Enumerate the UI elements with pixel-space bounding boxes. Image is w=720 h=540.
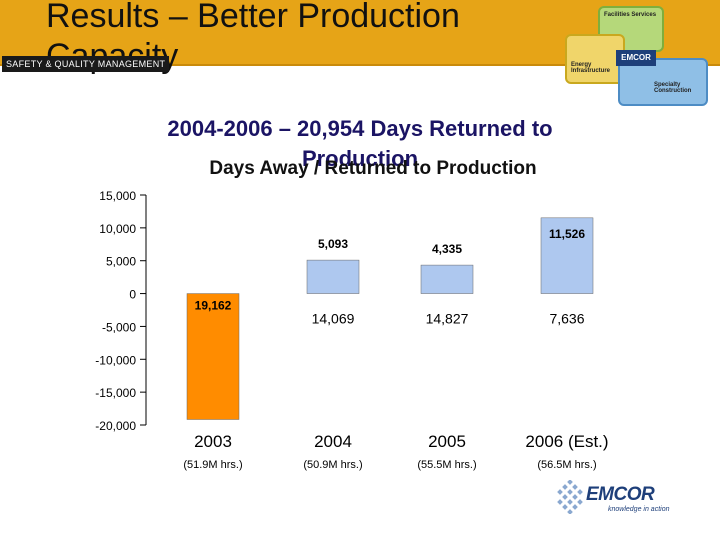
logo-specialty-box: Specialty Construction (618, 58, 708, 106)
x-category-sublabel: (51.9M hrs.) (183, 459, 242, 471)
header-divider (0, 64, 720, 66)
y-tick-label: -20,000 (95, 419, 136, 433)
x-category-sublabel: (56.5M hrs.) (537, 459, 596, 471)
y-tick-label: 10,000 (99, 222, 136, 236)
bar-2004 (306, 259, 360, 294)
bar-2006Est (540, 217, 594, 294)
days-away-label: 7,636 (549, 311, 584, 327)
x-category-label: 2004 (314, 432, 352, 451)
bar-value-label: 4,335 (432, 242, 462, 256)
y-tick-label: 15,000 (99, 189, 136, 203)
emcor-mark-icon (557, 480, 583, 514)
x-category-label: 2006 (Est.) (525, 432, 608, 451)
y-tick-label: -10,000 (95, 353, 136, 367)
logo-energy-box: Energy Infrastructure (565, 34, 625, 84)
slide-subtitle-line2: Production (301, 146, 419, 171)
brand-tagline: knowledge in action (608, 506, 670, 513)
y-tick-label: 5,000 (106, 255, 136, 269)
x-category-label: 2005 (428, 432, 466, 451)
slide-title: Results – Better Production (46, 0, 460, 35)
bar-2003 (186, 293, 240, 420)
slide-subtitle: 2004-2006 – 20,954 Days Returned to (167, 116, 553, 141)
bar-value-label: 5,093 (318, 237, 348, 251)
y-tick-label: -5,000 (102, 320, 136, 334)
days-away-label: 14,069 (312, 311, 355, 327)
bar-2005 (420, 264, 474, 294)
brand-logo: EMCOR knowledge in action (556, 478, 696, 518)
bar-chart: 15,000 10,000 5,000 0 -5,000 -10,000 -15,000 -2… (95, 189, 608, 471)
days-away-label: 14,827 (426, 311, 469, 327)
x-category-sublabel: (50.9M hrs.) (303, 459, 362, 471)
logo-emcor-label: EMCOR (616, 50, 656, 66)
x-category-label: 2003 (194, 432, 232, 451)
x-category-sublabel: (55.5M hrs.) (417, 459, 476, 471)
y-tick-label: -15,000 (95, 386, 136, 400)
section-tag: SAFETY & QUALITY MANAGEMENT (2, 56, 170, 72)
brand-name: EMCOR (586, 484, 655, 505)
chart-title: Days Away / Returned to Production (209, 158, 537, 179)
bar-value-label: 11,526 (549, 227, 585, 241)
y-tick-label: 0 (129, 288, 136, 302)
bar-value-label: 19,162 (195, 299, 232, 313)
